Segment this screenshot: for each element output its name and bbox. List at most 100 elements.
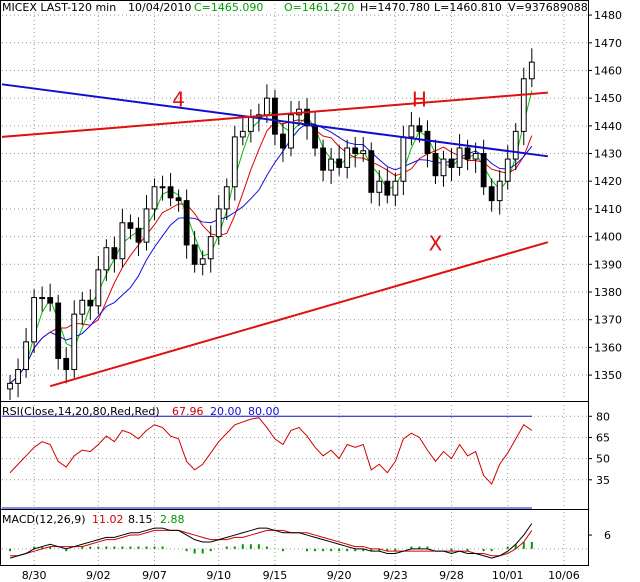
candle-body — [304, 108, 310, 127]
candle-body — [63, 357, 70, 371]
candle-body — [119, 222, 126, 260]
rsi-tick-label: 80 — [596, 410, 610, 423]
rsi-tick-label: 50 — [596, 453, 610, 466]
candle-body — [280, 133, 286, 149]
candle-body — [416, 125, 423, 132]
header-symbol: MICEX LAST-120 min — [2, 1, 116, 14]
candle-body — [344, 147, 351, 168]
grid-layer — [2, 4, 588, 565]
x-tick-label: 9/28 — [439, 569, 464, 582]
price-tick-label: 1460 — [594, 64, 622, 77]
x-tick-label: 9/20 — [327, 569, 352, 582]
candle-body — [336, 158, 343, 168]
price-tick-label: 1380 — [594, 286, 622, 299]
rsi-tick-label: 35 — [596, 474, 610, 487]
rsi-line — [9, 417, 533, 485]
price-tick-label: 1390 — [594, 258, 622, 271]
x-tick-label: 9/07 — [142, 569, 167, 582]
trendline-trend_red — [49, 241, 549, 388]
header-close: C=1465.090 — [194, 1, 263, 14]
x-tick-label: 9/23 — [383, 569, 408, 582]
macd-tick-label: 6 — [604, 529, 611, 542]
candle-body — [143, 208, 150, 243]
candle-body — [472, 153, 479, 160]
candle-body — [23, 341, 29, 371]
candle-body — [199, 258, 206, 265]
candle-body — [223, 186, 230, 210]
axis-labels: 1350 1360 1370 1380 1390 1400 1410 1420 1430 1440… — [22, 9, 622, 582]
candlesticks — [7, 48, 535, 400]
trendline-trend_red — [1, 91, 548, 138]
x-tick-label: 9/10 — [206, 569, 231, 582]
header-volume: V=937689088 — [508, 1, 588, 14]
candle-body — [167, 186, 174, 199]
price-tick-label: 1450 — [594, 92, 622, 105]
macd-series — [9, 523, 533, 559]
x-tick-label: 10/06 — [548, 569, 580, 582]
rsi-high-level: 80.00 — [248, 405, 280, 418]
header-date: 10/04/2010 — [128, 1, 191, 14]
annotation-label: X — [429, 231, 443, 255]
rsi-series — [9, 417, 533, 485]
macd-signal-line — [10, 529, 533, 557]
annotation-label: 4 — [172, 87, 185, 111]
macd-hist-value: 2.88 — [160, 513, 185, 526]
candle-body — [352, 147, 359, 155]
candle-body — [424, 130, 431, 155]
trendlines — [1, 83, 549, 388]
price-tick-label: 1410 — [594, 203, 622, 216]
candle-body — [231, 136, 238, 188]
price-tick-label: 1430 — [594, 148, 622, 161]
price-tick-label: 1440 — [594, 120, 622, 133]
macd-value: 11.02 — [92, 513, 124, 526]
candle-body — [15, 369, 21, 384]
moving-average-ma_mid — [9, 119, 533, 384]
candle-body — [111, 247, 118, 260]
candle-body — [127, 222, 134, 229]
candle-body — [464, 147, 471, 160]
x-tick-label: 10/01 — [492, 569, 524, 582]
rsi-value: 67.96 — [172, 405, 204, 418]
header-low: L=1460.810 — [434, 1, 502, 14]
candle-body — [95, 269, 102, 307]
candle-body — [368, 150, 375, 193]
candle-body — [488, 186, 495, 202]
candle-body — [312, 125, 318, 149]
x-tick-label: 9/15 — [263, 569, 288, 582]
candle-body — [328, 158, 335, 171]
price-tick-label: 1370 — [594, 314, 622, 327]
macd-panel-frame — [0, 509, 589, 566]
candle-body — [288, 114, 294, 149]
candle-body — [31, 297, 38, 343]
candle-body — [191, 244, 198, 265]
candle-body — [520, 78, 527, 132]
x-tick-label: 9/02 — [86, 569, 111, 582]
candle-body — [360, 150, 367, 155]
candle-body — [512, 130, 519, 160]
candle-body — [55, 302, 62, 359]
macd-line — [9, 523, 533, 559]
candle-body — [135, 227, 142, 243]
header-high: H=1470.780 — [360, 1, 430, 14]
candle-body — [103, 247, 110, 271]
candle-body — [392, 180, 399, 196]
candle-body — [247, 117, 254, 132]
candle-body — [263, 97, 270, 116]
rsi-label: RSI(Close,14,20,80,Red,Red) — [2, 405, 160, 418]
candle-body — [151, 186, 158, 210]
candle-body — [207, 236, 214, 260]
candle-body — [79, 299, 86, 315]
candle-body — [71, 313, 78, 371]
candle-body — [47, 297, 54, 304]
header-open: O=1461.270 — [284, 1, 354, 14]
candle-body — [496, 180, 503, 202]
candle-body — [528, 61, 535, 80]
rsi-tick-label: 65 — [596, 431, 610, 444]
candle-body — [408, 125, 415, 138]
price-tick-label: 1350 — [594, 369, 622, 382]
price-tick-label: 1400 — [594, 231, 622, 244]
price-tick-label: 1420 — [594, 175, 622, 188]
candle-body — [159, 186, 166, 189]
macd-signal-value: 8.15 — [128, 513, 153, 526]
